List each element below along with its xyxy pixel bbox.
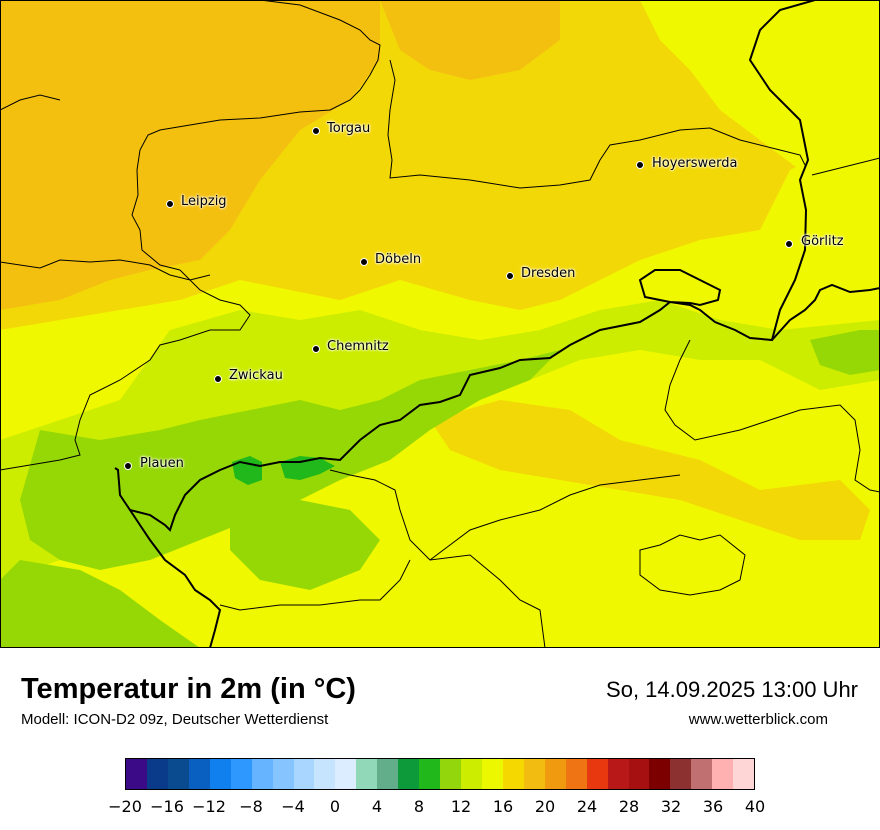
colorbar-segment <box>335 759 357 789</box>
colorbar-tick-label: 32 <box>660 797 682 816</box>
temp-zone-warm-orange <box>0 0 380 310</box>
colorbar-tick-label: 4 <box>371 797 383 816</box>
border-line-south <box>329 469 546 648</box>
colorbar-tick-label: −4 <box>281 797 305 816</box>
border-line-west <box>0 269 251 471</box>
border-line-north-2 <box>131 0 381 271</box>
city-dot-plauen <box>124 462 132 470</box>
colorbar-segment <box>251 759 273 789</box>
city-label-hoyerswerda: Hoyerswerda <box>652 156 738 171</box>
colorbar-segment <box>712 759 734 789</box>
colorbar-tick-label: 8 <box>413 797 425 816</box>
colorbar-segment <box>293 759 315 789</box>
temp-zone-yellow-ne <box>640 0 880 240</box>
border-line-northwest-2 <box>0 94 61 111</box>
colorbar-segment <box>188 759 210 789</box>
colorbar-segment <box>167 759 189 789</box>
map-title: Temperatur in 2m (in °C) <box>21 673 356 705</box>
border-line-east-2 <box>811 157 880 176</box>
temp-zone-light-green-4 <box>810 330 880 375</box>
colorbar-segment <box>146 759 168 789</box>
colorbar-segment <box>502 759 524 789</box>
colorbar-tick-label: 16 <box>492 797 514 816</box>
city-dot-goerlitz <box>785 240 793 248</box>
colorbar-tick-label: 0 <box>329 797 341 816</box>
border-line-southwest <box>219 559 411 611</box>
city-label-plauen: Plauen <box>140 456 184 471</box>
colorbar-segment <box>649 759 671 789</box>
temp-zone-warm-orange-2 <box>380 0 560 80</box>
colorbar-tick-label: 28 <box>618 797 640 816</box>
temperature-map: Torgau Hoyerswerda Leipzig Görlitz Döbel… <box>0 0 880 648</box>
colorbar-segment <box>461 759 482 789</box>
border-line-south-2 <box>429 474 681 561</box>
colorbar-tick-label: −12 <box>192 797 226 816</box>
temperature-colorbar <box>125 758 755 790</box>
temperature-field <box>0 0 880 648</box>
colorbar-segment <box>607 759 629 789</box>
border-line-prague <box>639 534 746 596</box>
city-dot-chemnitz <box>312 345 320 353</box>
colorbar-segment <box>314 759 336 789</box>
city-dot-dresden <box>506 272 514 280</box>
city-dot-torgau <box>312 127 320 135</box>
colorbar-tick-label: −20 <box>108 797 142 816</box>
national-border-3 <box>771 283 880 341</box>
forecast-datetime: So, 14.09.2025 13:00 Uhr <box>606 677 858 702</box>
city-dot-doebeln <box>360 258 368 266</box>
city-label-doebeln: Döbeln <box>375 252 422 267</box>
border-line-north <box>0 259 211 281</box>
border-line-north-3 <box>387 59 806 189</box>
border-line-southeast <box>664 339 880 493</box>
colorbar-segment <box>628 759 650 789</box>
colorbar-segment <box>126 759 147 789</box>
colorbar-segment <box>419 759 441 789</box>
national-border <box>114 0 816 532</box>
website-link[interactable]: www.wetterblick.com <box>688 711 828 728</box>
city-dot-zwickau <box>214 375 222 383</box>
city-dot-hoyerswerda <box>636 161 644 169</box>
temp-zone-light-green-2 <box>0 560 200 648</box>
national-border-2 <box>129 509 222 648</box>
city-label-torgau: Torgau <box>327 121 371 136</box>
colorbar-segment <box>398 759 420 789</box>
colorbar-tick-label: −16 <box>150 797 184 816</box>
city-label-chemnitz: Chemnitz <box>327 339 389 354</box>
temp-zone-light-green-3 <box>230 500 380 590</box>
city-label-zwickau: Zwickau <box>229 368 283 383</box>
colorbar-segment <box>377 759 399 789</box>
colorbar-tick-label: 12 <box>450 797 472 816</box>
colorbar-segment <box>440 759 461 789</box>
city-label-dresden: Dresden <box>521 266 576 281</box>
colorbar-segment <box>230 759 252 789</box>
colorbar-segment <box>670 759 692 789</box>
colorbar-segment <box>356 759 378 789</box>
admin-borders <box>0 0 880 648</box>
model-subtitle: Modell: ICON-D2 09z, Deutscher Wetterdie… <box>21 711 329 728</box>
colorbar-segment <box>209 759 231 789</box>
colorbar-segment <box>586 759 608 789</box>
colorbar-segment <box>733 759 755 789</box>
colorbar-segment <box>272 759 294 789</box>
colorbar-tick-label: 36 <box>702 797 724 816</box>
city-label-goerlitz: Görlitz <box>801 234 844 249</box>
colorbar-segment <box>691 759 713 789</box>
colorbar-segment <box>523 759 545 789</box>
colorbar-tick-label: 40 <box>744 797 766 816</box>
temp-zone-orange-se <box>430 400 870 540</box>
colorbar-tick-label: 20 <box>534 797 556 816</box>
city-label-leipzig: Leipzig <box>181 194 227 209</box>
colorbar-segment <box>565 759 587 789</box>
colorbar-segment <box>544 759 566 789</box>
colorbar-tick-label: −8 <box>239 797 263 816</box>
colorbar-segment <box>481 759 503 789</box>
city-dot-leipzig <box>166 200 174 208</box>
colorbar-tick-label: 24 <box>576 797 598 816</box>
